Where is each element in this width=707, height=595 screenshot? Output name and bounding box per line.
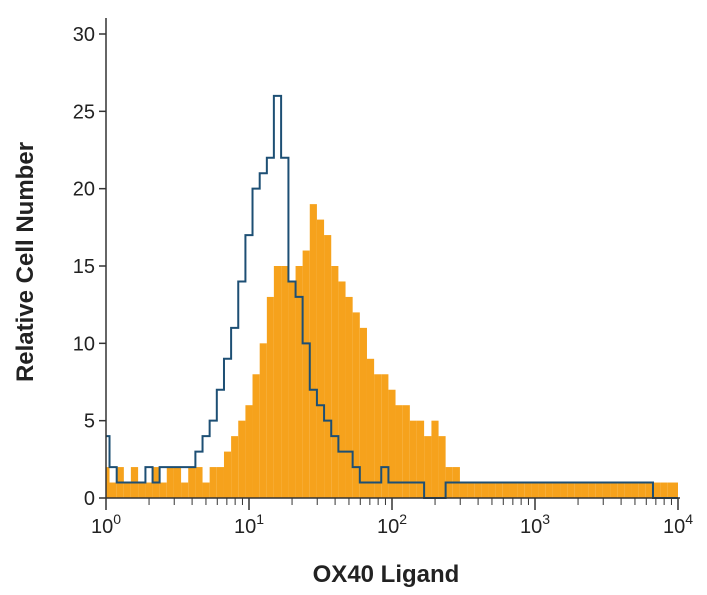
histogram-bar-filled <box>166 467 174 498</box>
histogram-bar-filled <box>502 482 510 498</box>
axes <box>105 18 680 499</box>
histogram-bar-filled <box>281 266 289 498</box>
x-tick-label: 100 <box>91 511 121 538</box>
histogram-bar-filled <box>667 482 678 498</box>
histogram-bar-filled <box>359 327 367 498</box>
histogram-bar-filled <box>481 482 489 498</box>
histogram-bar-filled <box>652 482 661 498</box>
histogram-bar-filled <box>273 266 282 498</box>
histogram-bar-filled <box>145 482 153 498</box>
histogram-bar-filled <box>331 266 339 498</box>
histogram-bar-filled <box>617 482 625 498</box>
histogram-bar-filled <box>106 467 110 498</box>
histogram-bar-filled <box>252 374 260 498</box>
histogram-bar-filled <box>660 482 668 498</box>
histogram-bar-filled <box>645 482 653 498</box>
histogram-bar-filled <box>259 343 267 498</box>
histogram-bar-filled <box>602 482 611 498</box>
histogram-bar-filled <box>238 420 246 498</box>
histogram-bar-filled <box>581 482 589 498</box>
histogram-bar-filled <box>509 482 518 498</box>
histogram-bar-filled <box>438 436 446 498</box>
histogram-bar-filled <box>495 482 503 498</box>
x-axis-ticks: 100 101 102 103 104 <box>91 498 693 538</box>
histogram-bar-filled <box>295 266 303 498</box>
y-tick-label: 15 <box>73 256 95 278</box>
histogram-bar-filled <box>474 482 482 498</box>
histogram-bar-filled <box>181 482 189 498</box>
histogram-bar-filled <box>416 420 425 498</box>
histogram-bar-filled <box>638 482 646 498</box>
histogram-bar-filled <box>374 374 382 498</box>
histogram-bar-filled <box>338 281 346 498</box>
histogram-bar-filled <box>195 467 203 498</box>
histogram-outline-series <box>106 94 678 499</box>
y-tick-label: 10 <box>73 333 95 355</box>
histogram-bar-filled <box>517 482 525 498</box>
histogram-bar-filled <box>231 436 239 498</box>
histogram-bar-filled <box>316 219 325 498</box>
histogram-bar-filled <box>467 482 475 498</box>
histogram-bar-filled <box>588 482 596 498</box>
x-axis-title: OX40 Ligand <box>313 561 460 588</box>
histogram-bar-filled <box>188 467 196 498</box>
histogram-bar-filled <box>624 482 632 498</box>
histogram-bar-filled <box>524 482 532 498</box>
x-tick-label: 104 <box>663 511 693 538</box>
y-tick-label: 0 <box>84 488 95 510</box>
histogram-bar-filled <box>388 389 396 498</box>
histogram-bar-filled <box>245 405 253 498</box>
x-tick-label: 101 <box>234 511 264 538</box>
histogram-bar-filled <box>424 436 432 498</box>
histogram-bar-filled <box>202 482 210 498</box>
histogram-bar-filled <box>159 482 167 498</box>
y-axis-ticks: 0 5 10 15 20 25 30 <box>73 24 106 510</box>
histogram-bar-filled <box>216 467 224 498</box>
histogram-bar-filled <box>173 467 182 498</box>
histogram-bar-filled <box>223 451 232 498</box>
histogram-bar-filled <box>560 482 568 498</box>
x-tick-label: 102 <box>377 511 407 538</box>
histogram-bar-filled <box>538 482 546 498</box>
histogram-bar-filled <box>324 235 332 498</box>
y-tick-label: 25 <box>73 101 95 123</box>
histogram-bar-filled <box>209 467 217 498</box>
y-tick-label: 20 <box>73 179 95 201</box>
histogram-bar-filled <box>266 296 274 498</box>
y-tick-label: 5 <box>84 411 95 433</box>
histogram-bar-filled <box>123 482 131 498</box>
y-tick-label: 30 <box>73 24 95 46</box>
histogram-bar-filled <box>552 482 561 498</box>
histogram-bar-filled <box>631 482 639 498</box>
histogram-bar-filled <box>109 482 117 498</box>
histogram-bar-filled <box>302 250 310 498</box>
histogram-bar-filled <box>309 204 317 498</box>
histogram-bar-filled <box>395 405 403 498</box>
histogram-bar-filled <box>288 281 296 498</box>
histogram-bar-filled <box>431 420 439 498</box>
histogram-bar-filled <box>402 405 410 498</box>
y-axis-title: Relative Cell Number <box>12 142 39 382</box>
histogram-bar-filled <box>352 312 360 498</box>
histogram-bar-filled <box>459 482 468 498</box>
histogram-bar-filled <box>531 482 539 498</box>
histogram-bar-filled <box>138 482 146 498</box>
x-tick-label: 103 <box>520 511 550 538</box>
histogram-bar-filled <box>567 482 575 498</box>
histogram-bar-filled <box>345 296 353 498</box>
histogram-bar-filled <box>366 358 375 498</box>
histogram-bar-filled <box>545 482 553 498</box>
histogram-bar-filled <box>488 482 496 498</box>
histogram-bar-filled <box>610 482 618 498</box>
histogram-bar-filled <box>574 482 582 498</box>
plot-area <box>106 94 678 499</box>
histogram-bar-filled <box>595 482 603 498</box>
histogram-bar-filled <box>381 374 389 498</box>
histogram-bar-filled <box>409 420 417 498</box>
